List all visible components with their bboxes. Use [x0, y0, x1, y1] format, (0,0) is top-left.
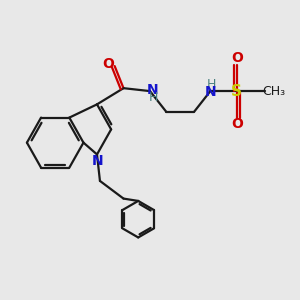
- Text: N: N: [147, 82, 159, 97]
- Text: S: S: [231, 84, 242, 99]
- Text: CH₃: CH₃: [262, 85, 285, 98]
- Text: H: H: [148, 91, 158, 104]
- Text: H: H: [206, 78, 216, 91]
- Text: O: O: [231, 51, 243, 65]
- Text: O: O: [102, 57, 114, 71]
- Text: O: O: [231, 117, 243, 131]
- Text: N: N: [205, 85, 217, 99]
- Text: N: N: [92, 154, 103, 168]
